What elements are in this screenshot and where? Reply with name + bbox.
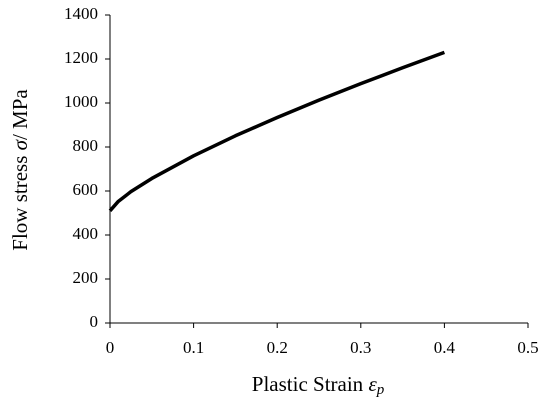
y-tick-label: 0 [90, 312, 99, 331]
x-label-symbol: ε [368, 372, 377, 396]
y-tick-label: 200 [73, 268, 99, 287]
y-tick-label: 400 [73, 224, 99, 243]
x-tick-label: 0 [106, 338, 115, 357]
y-label-symbol: σ [8, 138, 32, 150]
y-tick-label: 800 [73, 136, 99, 155]
x-tick-label: 0.2 [267, 338, 288, 357]
y-axis-label: Flow stress σ/ MPa [8, 89, 32, 251]
x-tick-label: 0.5 [517, 338, 538, 357]
y-tick-label: 1000 [64, 92, 98, 111]
x-label-text: Plastic Strain [252, 372, 364, 396]
y-label-text: Flow stress [8, 156, 32, 251]
x-tick-label: 0.3 [350, 338, 371, 357]
y-label-unit: / MPa [8, 89, 32, 140]
x-axis-label: Plastic Strain εp [252, 372, 385, 399]
y-tick-label: 1200 [64, 48, 98, 67]
line [108, 50, 446, 212]
y-tick-label: 1400 [64, 4, 98, 23]
y-tick-label: 600 [73, 180, 99, 199]
x-tick-label: 0.4 [434, 338, 456, 357]
x-tick-label: 0.1 [183, 338, 204, 357]
x-label-subscript: p [376, 382, 385, 398]
